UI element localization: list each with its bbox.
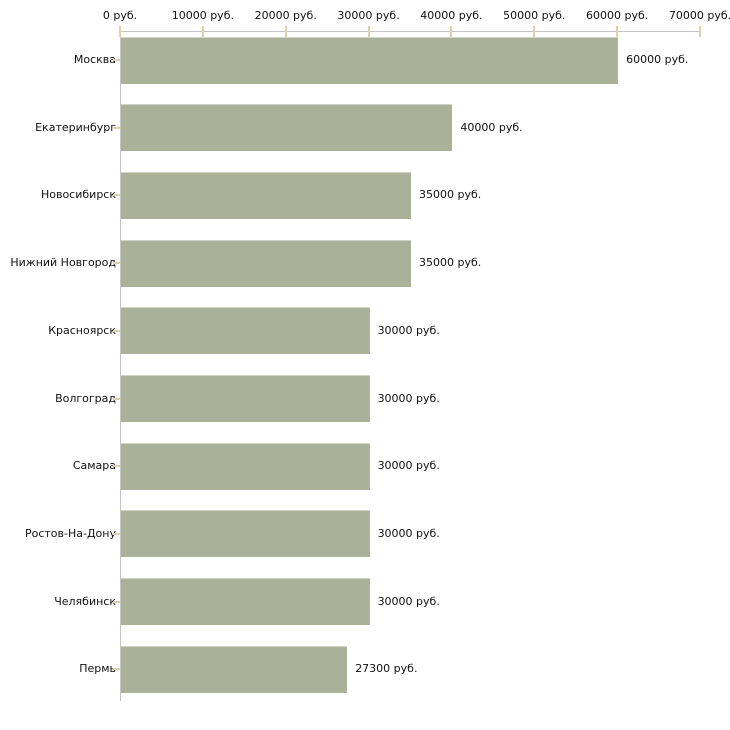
bar [121,307,370,355]
y-axis-line [120,31,121,701]
category-label: Ростов-На-Дону [24,526,116,540]
x-axis-tick [284,26,287,37]
bar-value-label: 30000 руб. [377,323,440,337]
category-label: Волгоград [55,391,116,405]
x-axis-tick-label: 70000 руб. [668,9,730,22]
category-label: Новосибирск [40,188,116,202]
category-label: Пермь [79,662,116,676]
x-axis-tick [533,26,536,37]
y-axis-tick [113,600,120,603]
bar [121,375,370,422]
bar [121,442,370,490]
x-axis-tick [119,26,121,37]
bar [121,171,411,219]
category-label: Екатеринбург [35,120,116,134]
bar-value-label: 30000 руб. [377,594,440,608]
x-axis-tick-label: 40000 руб. [420,9,483,22]
y-axis-tick [113,126,120,129]
y-axis-tick [113,329,120,332]
y-axis-tick [113,668,120,671]
x-axis-tick-label: 50000 руб. [503,9,566,22]
bar [121,510,370,558]
x-axis-tick-label: 60000 руб. [586,9,649,22]
x-axis-tick [616,26,619,37]
x-axis-tick [201,26,204,37]
x-axis-tick-label: 10000 руб. [171,9,234,22]
category-label: Нижний Новгород [10,256,116,270]
category-label: Челябинск [54,594,116,608]
category-label: Самара [72,459,116,473]
y-axis-tick [113,465,120,468]
y-axis-tick [113,59,120,61]
x-axis-tick [699,26,701,37]
y-axis-tick [113,194,120,197]
bar-value-label: 40000 руб. [460,120,523,134]
x-axis-tick-label: 20000 руб. [254,9,317,22]
bar [121,104,453,152]
y-axis-tick [113,532,120,535]
bar-value-label: 60000 руб. [626,53,689,66]
x-axis-tick-label: 0 руб. [102,9,138,22]
bar [121,239,411,287]
bar-value-label: 30000 руб. [377,391,440,405]
bar-value-label: 35000 руб. [419,188,482,202]
x-axis-line [120,31,700,32]
x-axis-tick [367,26,370,37]
y-axis-tick [113,397,120,400]
y-axis-tick [113,262,120,265]
bar-value-label: 35000 руб. [419,256,482,270]
bar-value-label: 30000 руб. [377,459,440,473]
bar-value-label: 30000 руб. [377,526,440,540]
bar [121,36,619,84]
bar-value-label: 27300 руб. [355,662,418,676]
category-label: Москва [73,53,116,66]
x-axis-tick-label: 30000 руб. [337,9,400,22]
bar [121,645,348,693]
x-axis-tick [450,26,453,37]
bar [121,578,370,626]
category-label: Красноярск [48,323,116,337]
